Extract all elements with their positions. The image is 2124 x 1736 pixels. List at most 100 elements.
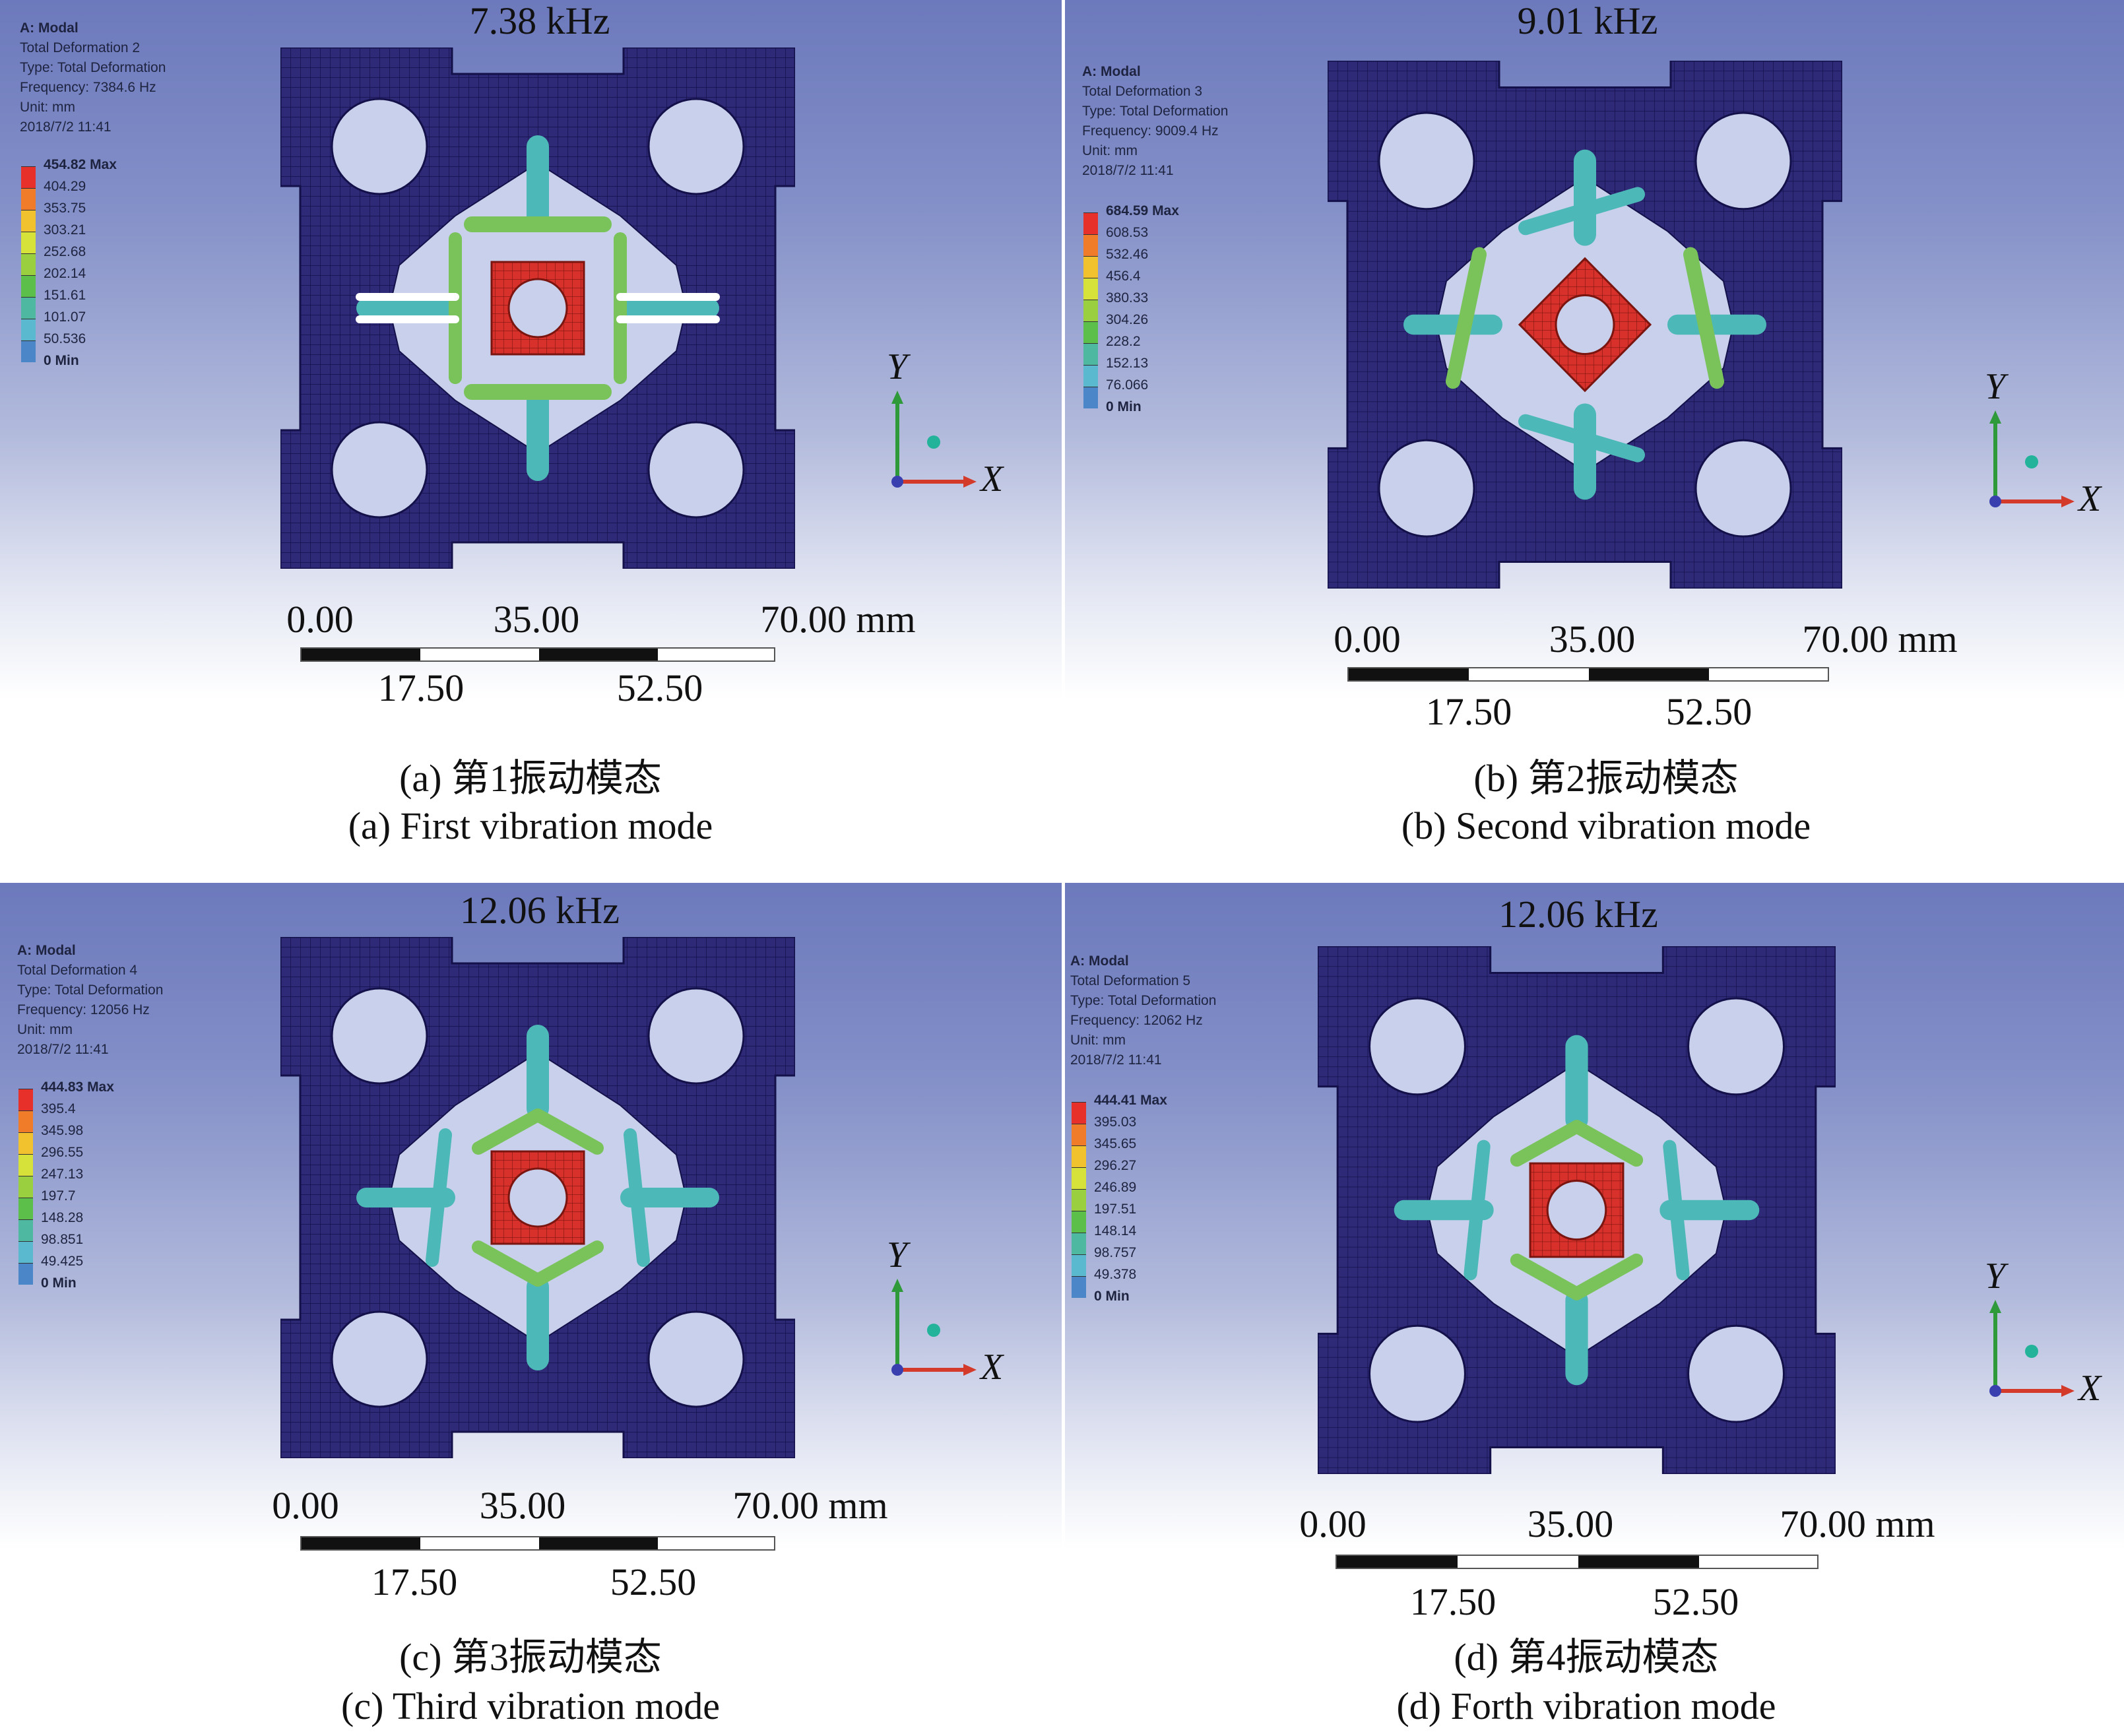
legend-swatch (1072, 1211, 1086, 1233)
legend-row: 456.4 (1083, 269, 1215, 300)
info-result-name: Total Deformation 5 (1070, 973, 1191, 988)
mounting-hole (647, 98, 745, 195)
legend-label: 0 Min (1106, 399, 1142, 414)
legend-label: 148.14 (1094, 1223, 1137, 1238)
legend-row: 0 Min (1072, 1289, 1204, 1320)
scale-bar-graphic (1347, 667, 1829, 682)
info-unit: Unit: mm (1082, 143, 1138, 158)
mounting-hole (331, 98, 428, 195)
flexure-beam (1464, 1140, 1491, 1281)
legend-label: 380.33 (1106, 290, 1149, 305)
legend-row: 247.13 (18, 1167, 150, 1198)
central-bore (1546, 1179, 1607, 1241)
ansys-info-block: A: Modal Total Deformation 3 Type: Total… (1082, 62, 1228, 181)
scale-bar-graphic (300, 1536, 775, 1551)
legend-row: 404.29 (21, 179, 153, 210)
legend-swatch (1083, 343, 1098, 365)
legend-label: 296.55 (41, 1145, 84, 1160)
legend-row: 395.03 (1072, 1114, 1204, 1145)
mounting-hole (647, 987, 745, 1085)
legend-row: 345.98 (18, 1123, 150, 1154)
x-axis-label: X (2078, 478, 2102, 519)
scale-bar-segment (1337, 1556, 1458, 1568)
legend-row: 148.14 (1072, 1223, 1204, 1254)
axis-origin-dot (891, 476, 903, 488)
legend-row: 444.41 Max (1072, 1093, 1204, 1124)
legend-row: 684.59 Max (1083, 203, 1215, 234)
legend-row: 532.46 (1083, 247, 1215, 278)
legend-swatch (21, 166, 36, 188)
legend-label: 303.21 (44, 222, 86, 238)
x-axis-arrowhead (963, 1364, 977, 1376)
axis-triad-graphic (891, 1279, 977, 1376)
caption-english: (a) First vibration mode (348, 804, 713, 847)
legend-label: 152.13 (1106, 356, 1149, 371)
y-axis-label: Y (887, 346, 908, 387)
legend-label: 151.61 (44, 288, 86, 303)
x-axis-label: X (2078, 1368, 2102, 1409)
info-date: 2018/7/2 11:41 (17, 1042, 109, 1057)
fea-mesh-structure (280, 48, 795, 569)
axis-triad-graphic (1989, 1300, 2075, 1397)
legend-label: 444.83 Max (41, 1079, 114, 1095)
legend-swatch (21, 253, 36, 275)
scale-label-0: 0.00 (1299, 1502, 1367, 1545)
ansys-info-block: A: Modal Total Deformation 2 Type: Total… (20, 18, 166, 137)
legend-label: 247.13 (41, 1167, 84, 1182)
flexure-beam (1663, 1140, 1690, 1281)
legend-label: 197.51 (1094, 1202, 1137, 1217)
info-frequency: Frequency: 7384.6 Hz (20, 80, 156, 95)
legend-row: 228.2 (1083, 334, 1215, 365)
legend-swatch (18, 1154, 33, 1176)
legend-label: 304.26 (1106, 312, 1149, 327)
legend-swatch (1072, 1145, 1086, 1167)
legend-label: 76.066 (1106, 377, 1149, 393)
info-date: 2018/7/2 11:41 (1082, 163, 1174, 178)
legend-row: 197.7 (18, 1188, 150, 1219)
mode-frequency: 12.06 kHz (460, 889, 620, 932)
info-result-name: Total Deformation 4 (17, 963, 138, 978)
legend-row: 49.425 (18, 1254, 150, 1285)
mounting-hole (331, 987, 428, 1085)
legend-row: 246.89 (1072, 1180, 1204, 1211)
structure-group (280, 937, 795, 1458)
scale-bar-segment (1349, 668, 1469, 680)
legend-swatch (18, 1198, 33, 1219)
info-title: A: Modal (17, 943, 76, 958)
legend-swatch (18, 1241, 33, 1263)
legend-label: 202.14 (44, 266, 86, 281)
y-axis-label: Y (1985, 366, 2006, 407)
info-type: Type: Total Deformation (1082, 104, 1229, 119)
legend-swatch (21, 297, 36, 319)
flexure-beam (426, 1128, 452, 1267)
axis-origin-dot (1989, 1385, 2001, 1397)
panel-c: 12.06 kHz A: Modal Total Deformation 4 T… (0, 883, 1062, 1736)
mounting-hole (1694, 439, 1792, 538)
info-result-name: Total Deformation 2 (20, 40, 141, 55)
legend-row: 380.33 (1083, 290, 1215, 321)
scale-label-35: 35.00 (1549, 618, 1636, 660)
structure-group (1328, 61, 1842, 589)
x-axis-arrowhead (2061, 496, 2075, 507)
scale-bar-graphic (300, 647, 775, 662)
caption-chinese: (a) 第1振动模态 (399, 757, 662, 800)
mounting-hole (1368, 1324, 1466, 1423)
legend-swatch (21, 319, 36, 340)
scale-label-35: 35.00 (1527, 1502, 1614, 1545)
info-type: Type: Total Deformation (20, 60, 166, 75)
mode-frequency: 7.38 kHz (469, 0, 610, 42)
axis-triad-graphic (1989, 410, 2075, 507)
scale-label-35: 35.00 (493, 598, 580, 641)
legend-swatch (21, 340, 36, 362)
legend-label: 345.98 (41, 1123, 84, 1138)
legend-label: 49.425 (41, 1254, 84, 1269)
legend-swatch (1083, 278, 1098, 300)
axis-origin-dot (891, 1364, 903, 1376)
z-axis-dot (2025, 455, 2038, 468)
z-axis-dot (2025, 1345, 2038, 1358)
mounting-hole (1694, 112, 1792, 210)
y-axis-label: Y (887, 1235, 908, 1275)
legend-swatch (1072, 1102, 1086, 1124)
